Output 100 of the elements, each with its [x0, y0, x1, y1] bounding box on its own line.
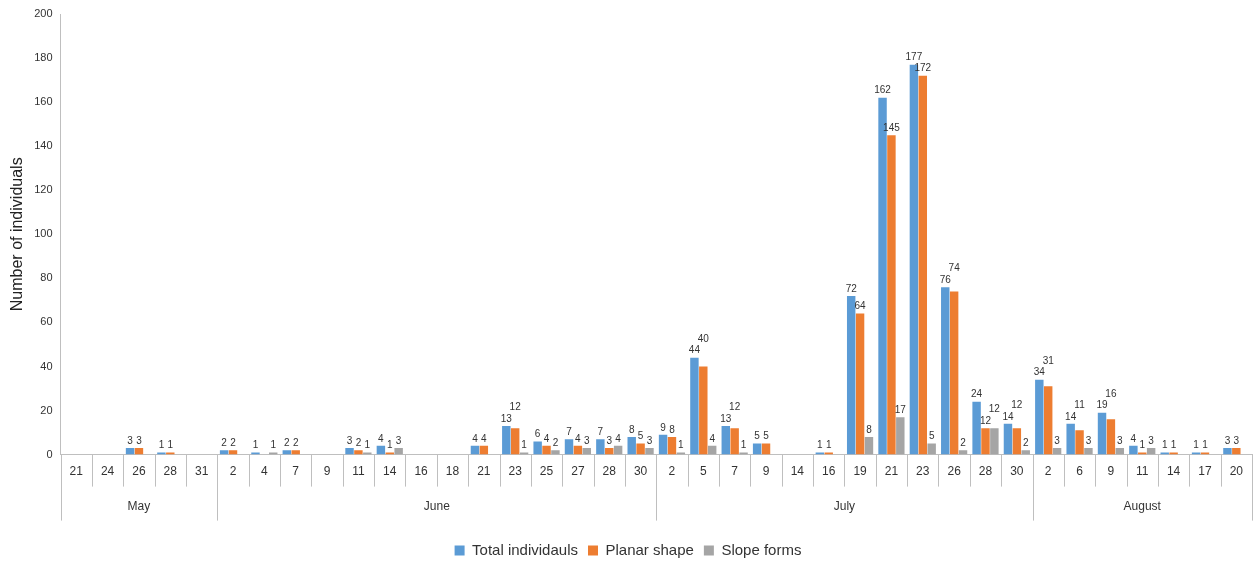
bar: [1097, 412, 1107, 455]
data-label: 8: [866, 423, 873, 435]
data-label: 177: [905, 51, 923, 63]
bar: [394, 447, 403, 455]
data-label: 12: [729, 400, 741, 412]
data-label: 11: [1074, 399, 1086, 411]
x-tick-label: 28: [602, 464, 617, 479]
data-label: 8: [669, 423, 676, 435]
bar: [596, 439, 605, 455]
data-label: 3: [606, 434, 613, 446]
bar: [157, 452, 166, 455]
data-label: 44: [688, 344, 701, 356]
data-label: 2: [552, 436, 559, 448]
x-tick-label: 27: [571, 464, 585, 479]
bar: [1106, 419, 1116, 455]
x-tick-label: 16: [414, 464, 429, 479]
bar: [166, 452, 175, 455]
bar: [291, 450, 300, 455]
data-label: 3: [127, 434, 134, 446]
y-tick-label: 200: [34, 7, 53, 20]
data-label: 3: [1117, 434, 1124, 446]
data-label: 1: [1193, 439, 1200, 451]
x-tick-label: 7: [292, 464, 300, 479]
bar: [927, 443, 936, 455]
x-tick-label: 9: [323, 464, 331, 479]
bar: [887, 135, 896, 455]
x-tick-label: 7: [731, 464, 739, 479]
data-label: 12: [1011, 398, 1023, 410]
x-tick-label: 4: [261, 464, 269, 479]
data-label: 4: [709, 432, 716, 444]
x-tick-label: 25: [539, 464, 554, 479]
data-label: 1: [678, 439, 685, 451]
bar: [690, 357, 699, 455]
data-label: 3: [136, 434, 143, 446]
data-label: 24: [971, 388, 983, 400]
text: August: [1123, 498, 1162, 513]
bar: [551, 450, 560, 455]
bar: [730, 428, 739, 455]
data-label: 3: [583, 434, 590, 446]
x-tick-label: 21: [69, 464, 84, 479]
bar: [1223, 447, 1232, 455]
bar: [855, 313, 865, 455]
y-tick-label: 160: [34, 95, 53, 108]
x-tick-label: 24: [100, 464, 115, 479]
bar: [981, 428, 990, 455]
data-label: 14: [1065, 410, 1077, 422]
data-label: 7: [566, 425, 573, 437]
bar: [739, 452, 748, 455]
y-tick-label: 120: [34, 183, 53, 196]
data-label: 2: [960, 436, 967, 448]
bar: [1003, 423, 1013, 455]
bar: [1012, 428, 1022, 455]
x-tick-label: 21: [884, 464, 899, 479]
legend-label: Slope forms: [721, 540, 802, 558]
bar: [658, 434, 668, 455]
data-label: 7: [597, 425, 604, 437]
data-label: 1: [167, 439, 174, 451]
bar: [510, 428, 520, 455]
data-label: 1: [1202, 439, 1209, 451]
data-label: 16: [1105, 388, 1117, 400]
data-label: 1: [158, 439, 165, 451]
bar: [363, 452, 372, 455]
bar: [1129, 445, 1138, 455]
legend-label: Total individauls: [472, 540, 578, 558]
data-label: 1: [386, 439, 393, 451]
bar: [636, 443, 645, 455]
data-label: 12: [509, 400, 522, 412]
bar: [627, 436, 636, 455]
x-tick-label: 11: [352, 464, 365, 479]
data-label: 2: [355, 436, 362, 448]
data-label: 76: [939, 273, 952, 285]
data-label: 13: [720, 412, 732, 424]
x-tick-label: 18: [445, 464, 460, 479]
bar: [1075, 430, 1084, 455]
y-tick-label: 140: [34, 139, 53, 152]
data-label: 3: [346, 434, 353, 446]
data-label: 4: [1130, 432, 1137, 444]
data-label: 1: [252, 439, 259, 451]
y-tick-label: 80: [40, 271, 53, 284]
bar: [533, 441, 542, 455]
text: May: [127, 498, 151, 513]
bar: [699, 366, 708, 455]
data-label: 3: [1054, 434, 1061, 446]
data-label: 4: [575, 432, 582, 444]
x-tick-label: 30: [1010, 464, 1024, 479]
bar: [564, 439, 574, 455]
x-tick-label: 2: [668, 464, 676, 479]
x-tick-label: 14: [383, 464, 397, 479]
x-tick-label: 20: [1229, 464, 1244, 479]
text: July: [833, 498, 856, 513]
data-label: 3: [1085, 434, 1092, 446]
x-tick-label: 6: [1076, 464, 1084, 479]
bar: [502, 425, 511, 455]
data-label: 1: [1139, 439, 1146, 451]
x-tick-label: 23: [916, 464, 930, 479]
x-tick-label: 16: [822, 464, 836, 479]
data-label: 2: [284, 436, 291, 448]
x-tick-label: 14: [1166, 464, 1181, 479]
data-label: 72: [845, 282, 858, 294]
y-axis-title: Number of individuals: [8, 157, 26, 312]
